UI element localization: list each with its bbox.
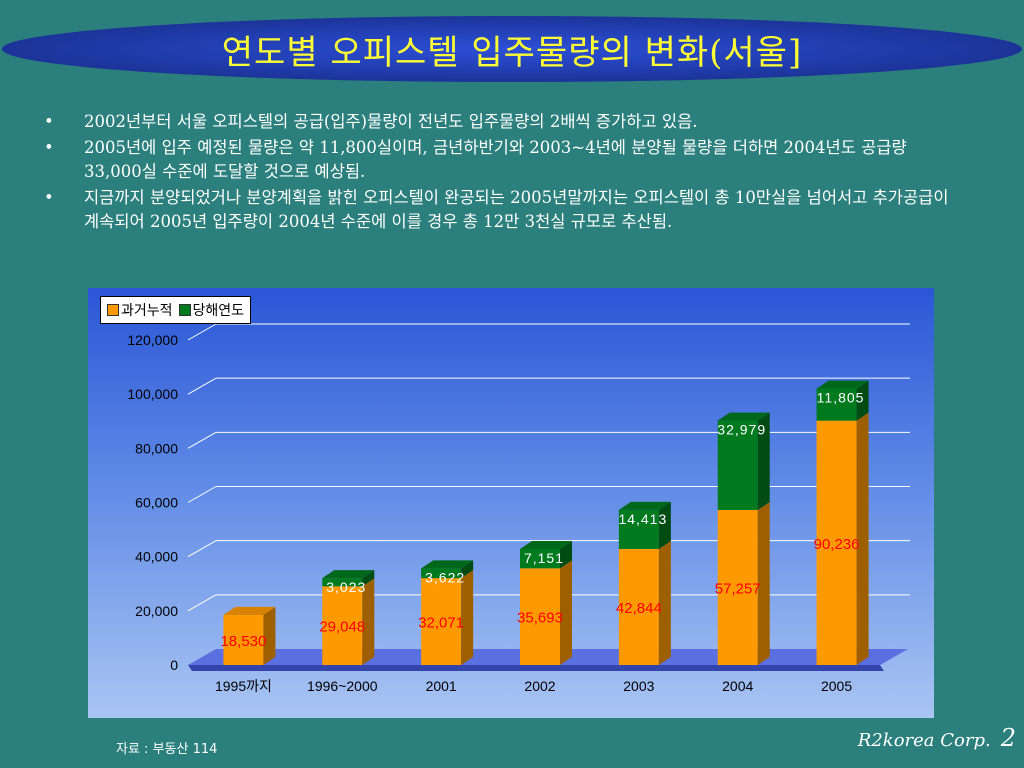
bullet-item: • 지금까지 분양되었거나 분양계획을 밝힌 오피스텔이 완공되는 2005년말… (40, 186, 960, 234)
legend-label-current: 당해연도 (192, 303, 245, 319)
bar-current-side (757, 412, 770, 510)
bar-current-side (461, 560, 474, 579)
bar-past-side (461, 570, 474, 665)
gridline-diagonal (187, 540, 217, 558)
gridline-diagonal (187, 431, 217, 449)
company-name: R2korea Corp. (857, 730, 991, 751)
x-tick-label: 1996~2000 (307, 678, 378, 694)
bar-current-top (421, 560, 474, 569)
gridline-diagonal (187, 377, 217, 395)
y-tick-label: 40,000 (135, 549, 178, 565)
x-tick-label: 2005 (821, 678, 852, 694)
bar-current-top (322, 570, 375, 579)
bar-past-front (520, 568, 560, 665)
bar-past-front (816, 420, 857, 665)
data-label-past: 90,236 (814, 536, 860, 553)
gridline-diagonal (187, 594, 217, 612)
bullet-item: • 2002년부터 서울 오피스텔의 공급(입주)물량이 전년도 입주물량의 2… (40, 110, 960, 134)
bar-past-front (322, 586, 363, 665)
bullet-marker: • (44, 112, 54, 131)
legend-item-current: 당해연도 (178, 300, 245, 320)
x-tick-label: 2004 (722, 678, 753, 694)
chart-legend: 과거누적 당해연도 (100, 296, 252, 324)
x-tick-label: 1995까지 (215, 678, 272, 694)
data-label-past: 18,530 (220, 633, 266, 650)
data-label-current: 32,979 (717, 422, 766, 438)
bar-chart: 0 20,000 40,000 60,000 80,000 100,000 120,000 1… (127, 323, 910, 694)
bar-current-top (520, 540, 572, 549)
bar-current-front (322, 578, 363, 587)
bullet-text: 2005년에 입주 예정된 물량은 약 11,800실이며, 금년하반기와 20… (84, 138, 907, 181)
legend-swatch-past (107, 304, 119, 316)
data-label-current: 14,413 (618, 511, 667, 527)
data-label-current: 3,023 (326, 579, 366, 595)
legend-label-past: 과거누적 (121, 303, 173, 319)
bar-past-side (658, 540, 671, 665)
y-tick-label: 0 (170, 657, 178, 673)
legend-item-past: 과거누적 (107, 300, 173, 320)
data-label-past: 32,071 (418, 615, 464, 632)
bar-past-side (362, 578, 375, 665)
data-label-current: 7,151 (524, 550, 564, 566)
bullet-text: 지금까지 분양되었거나 분양계획을 밝힌 오피스텔이 완공되는 2005년말까지… (84, 188, 949, 231)
y-tick-label: 60,000 (135, 495, 178, 511)
gridline-diagonal (187, 486, 217, 503)
title-banner: 연도별 오피스텔 입주물량의 변화(서울] (2, 16, 1022, 82)
bullet-item: • 2005년에 입주 예정된 물량은 약 11,800실이며, 금년하반기와 … (40, 136, 960, 184)
data-label-current: 11,805 (817, 390, 865, 406)
data-label-past: 57,257 (715, 580, 761, 597)
bar-past-front (717, 509, 758, 665)
bar-past-side (560, 560, 572, 665)
bar-current-front (421, 568, 462, 579)
source-note: 자료 : 부동산 114 (116, 742, 218, 757)
x-tick-label: 2001 (426, 678, 457, 694)
bar-current-side (560, 540, 572, 569)
bar-past-front (223, 614, 264, 665)
y-tick-label: 20,000 (135, 603, 178, 619)
bar-current-front (618, 509, 659, 549)
bar-past-front (421, 578, 462, 665)
bar-past-side (856, 412, 869, 665)
bullet-list: • 2002년부터 서울 오피스텔의 공급(입주)물량이 전년도 입주물량의 2… (40, 110, 960, 236)
x-tick-label: 2003 (623, 678, 654, 694)
bar-current-front (816, 388, 857, 421)
data-label-past: 35,693 (517, 610, 563, 627)
bullet-marker: • (44, 188, 54, 207)
x-tick-label: 2002 (524, 678, 555, 694)
bar-current-side (856, 380, 869, 421)
bar-current-side (658, 501, 671, 549)
page-number: 2 (1000, 724, 1016, 752)
y-tick-label: 120,000 (127, 332, 178, 348)
chart-floor-edge (188, 665, 884, 671)
y-tick-label: 80,000 (135, 440, 178, 456)
bar-current-top (618, 501, 671, 510)
bullet-marker: • (44, 138, 54, 157)
bar-current-top (816, 380, 869, 389)
data-label-past: 29,048 (319, 619, 365, 636)
bullet-text: 2002년부터 서울 오피스텔의 공급(입주)물량이 전년도 입주물량의 2배씩… (84, 112, 698, 131)
slide-title: 연도별 오피스텔 입주물량의 변화(서울] (221, 32, 803, 73)
bar-current-side (362, 570, 375, 587)
data-label-current: 3,622 (425, 569, 465, 585)
bar-past-top (223, 606, 276, 615)
bar-current-front (717, 420, 758, 510)
gridline-diagonal (187, 323, 217, 341)
y-tick-label: 100,000 (127, 386, 178, 402)
bar-past-side (263, 606, 276, 665)
legend-swatch-current (178, 304, 191, 316)
footer: R2korea Corp. 2 (858, 724, 1016, 752)
bar-past-front (618, 548, 659, 665)
data-label-past: 42,844 (616, 600, 662, 617)
bar-past-side (757, 501, 770, 665)
bar-current-front (520, 548, 560, 569)
bar-current-top (717, 412, 770, 421)
